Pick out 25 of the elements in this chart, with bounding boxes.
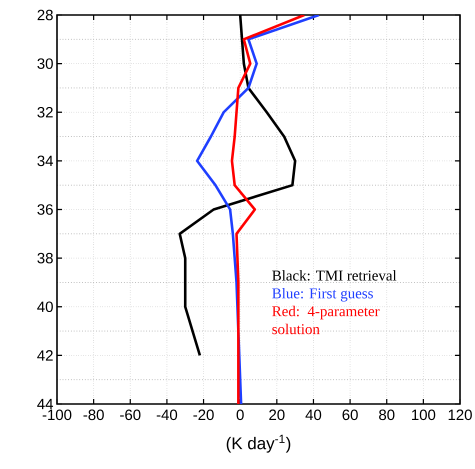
x-tick-label: 0 [236,410,244,420]
text: Black: TMI retrieval [272,270,396,281]
x-tick-label: -100 [42,410,72,420]
x-tick-label: -20 [193,410,214,420]
x-tick-label: 20 [269,410,285,420]
x-tick-label: 80 [379,410,394,420]
y-tick-label: 30 [37,58,53,69]
y-tick-label: 42 [37,350,53,361]
y-tick-label: 40 [37,301,53,312]
x-tick-label: 120 [448,410,472,420]
x-tick-label: -60 [120,410,140,420]
x-tick-label: 100 [412,410,436,420]
x-tick-label: 60 [342,410,358,420]
x-tick-label: -80 [83,410,104,420]
y-tick-label: 36 [37,204,53,215]
x-tick-label: 40 [305,410,322,420]
x-axis-title: (K day$^{-1}$) [226,434,290,453]
x-tick-label: -40 [156,410,178,420]
y-tick-label: 38 [37,252,53,264]
text: Blue: First guess [272,288,373,302]
y-tick-label: 28 [38,10,53,20]
y-tick-label: 34 [37,156,54,166]
y-tick-label: 44 [37,398,54,410]
y-tick-label: 32 [37,106,53,118]
text: Red: 4-parameter solution [272,306,380,334]
